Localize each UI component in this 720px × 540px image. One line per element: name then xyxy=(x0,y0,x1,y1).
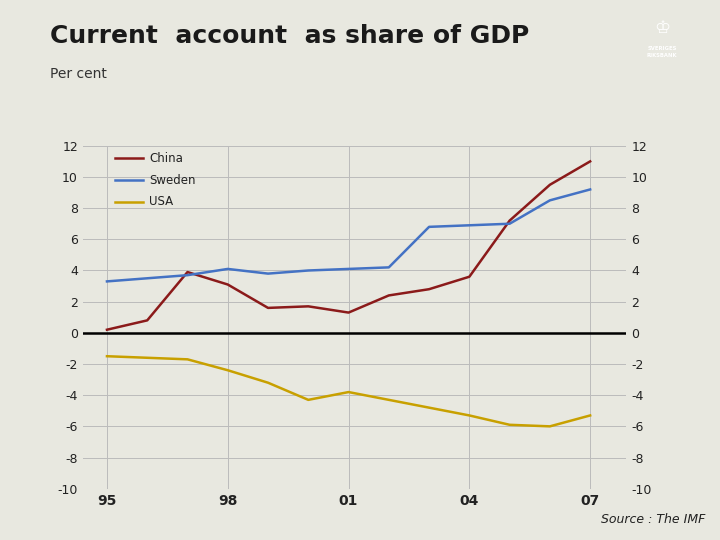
Text: USA: USA xyxy=(149,195,174,208)
Text: Source : The IMF: Source : The IMF xyxy=(601,513,706,526)
Text: Sweden: Sweden xyxy=(149,173,196,187)
Text: Per cent: Per cent xyxy=(50,68,107,82)
Text: SVERIGES
RIKSBANK: SVERIGES RIKSBANK xyxy=(647,46,678,58)
Text: ♔: ♔ xyxy=(654,19,670,37)
Text: China: China xyxy=(149,152,183,165)
Text: Current  account  as share of GDP: Current account as share of GDP xyxy=(50,24,530,48)
